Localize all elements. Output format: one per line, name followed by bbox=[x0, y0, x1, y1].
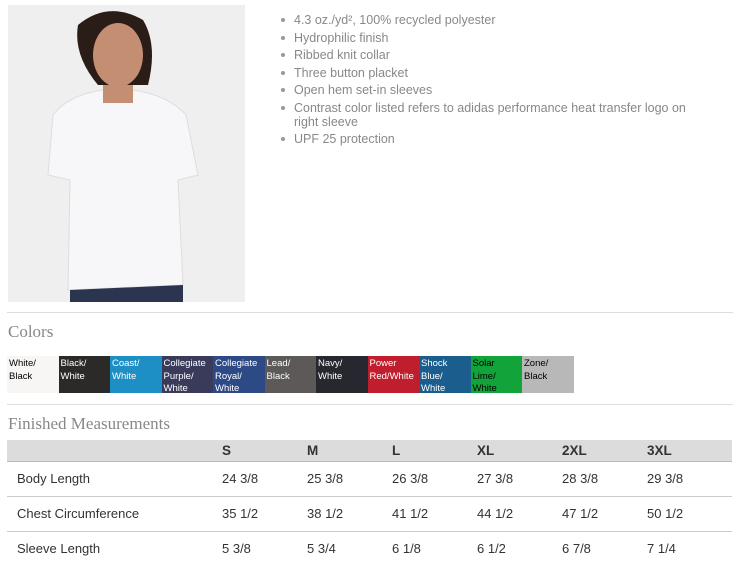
measurement-value: 5 3/4 bbox=[307, 541, 336, 557]
measurement-value: 5 3/8 bbox=[222, 541, 251, 557]
size-header: L bbox=[392, 440, 477, 462]
color-swatch[interactable]: Collegiate Purple/ White bbox=[161, 356, 213, 393]
measurement-value: 27 3/8 bbox=[477, 461, 562, 497]
header-blank bbox=[7, 440, 222, 462]
measurement-value: 6 1/8 bbox=[392, 541, 421, 557]
measurements-heading: Finished Measurements bbox=[8, 414, 170, 433]
row-label: Sleeve Length bbox=[17, 541, 101, 557]
feature-item: Contrast color listed refers to adidas p… bbox=[278, 101, 698, 129]
row-label: Chest Circumference bbox=[7, 496, 222, 532]
feature-list: 4.3 oz./yd², 100% recycled polyester Hydr… bbox=[278, 13, 698, 150]
feature-item: 4.3 oz./yd², 100% recycled polyester bbox=[278, 13, 698, 27]
measurement-value: 7 1/4 bbox=[647, 541, 676, 557]
measurements-table: S M L XL 2XL 3XL Body Length 24 3/8 25 3/8 26 3/… bbox=[7, 440, 732, 566]
color-swatch[interactable]: White/ Black bbox=[7, 356, 59, 393]
feature-item: Three button placket bbox=[278, 66, 698, 80]
measurement-value: 6 1/2 bbox=[477, 541, 506, 557]
size-header: 3XL bbox=[647, 440, 732, 462]
measurement-value: 26 3/8 bbox=[392, 461, 477, 497]
divider bbox=[7, 312, 733, 313]
measurement-value: 28 3/8 bbox=[562, 461, 647, 497]
measurement-value: 29 3/8 bbox=[647, 461, 732, 497]
color-swatch[interactable]: Coast/ White bbox=[110, 356, 162, 393]
feature-item: Open hem set-in sleeves bbox=[278, 83, 698, 97]
color-swatch[interactable]: Power Red/White bbox=[367, 356, 419, 393]
feature-item: UPF 25 protection bbox=[278, 132, 698, 146]
measurement-value: 44 1/2 bbox=[477, 496, 562, 532]
color-swatch[interactable]: Navy/ White bbox=[316, 356, 368, 393]
measurement-value: 35 1/2 bbox=[222, 496, 307, 532]
color-swatch[interactable]: Collegiate Royal/ White bbox=[213, 356, 265, 393]
measurement-value: 6 7/8 bbox=[562, 541, 591, 557]
row-label: Body Length bbox=[7, 461, 222, 497]
measurement-value: 41 1/2 bbox=[392, 496, 477, 532]
table-row: Body Length 24 3/8 25 3/8 26 3/8 27 3/8 28 3/… bbox=[7, 461, 732, 497]
table-row: Sleeve Length 5 3/8 5 3/4 6 1/8 6 1/2 6 7/8 7 … bbox=[7, 531, 732, 566]
size-header: XL bbox=[477, 440, 562, 462]
size-header: M bbox=[307, 440, 392, 462]
color-swatch[interactable]: Solar Lime/ White bbox=[470, 356, 522, 393]
measurement-value: 24 3/8 bbox=[222, 461, 307, 497]
divider bbox=[7, 404, 733, 405]
color-swatches: White/ Black Black/ White Coast/ White Coll… bbox=[7, 356, 574, 393]
color-swatch[interactable]: Zone/ Black bbox=[522, 356, 574, 393]
colors-heading: Colors bbox=[8, 322, 54, 341]
size-header: 2XL bbox=[562, 440, 647, 462]
feature-item: Hydrophilic finish bbox=[278, 31, 698, 45]
color-swatch[interactable]: Shock Blue/ White bbox=[419, 356, 471, 393]
measurement-value: 47 1/2 bbox=[562, 496, 647, 532]
measurement-value: 38 1/2 bbox=[307, 496, 392, 532]
table-header-row: S M L XL 2XL 3XL bbox=[7, 440, 732, 462]
feature-item: Ribbed knit collar bbox=[278, 48, 698, 62]
product-photo bbox=[8, 5, 245, 302]
measurement-value: 25 3/8 bbox=[307, 461, 392, 497]
measurement-value: 50 1/2 bbox=[647, 496, 732, 532]
model-wearing-polo-image bbox=[8, 5, 245, 302]
table-row: Chest Circumference 35 1/2 38 1/2 41 1/2 44 … bbox=[7, 496, 732, 532]
color-swatch[interactable]: Lead/ Black bbox=[264, 356, 316, 393]
size-header: S bbox=[222, 440, 307, 462]
color-swatch[interactable]: Black/ White bbox=[58, 356, 110, 393]
